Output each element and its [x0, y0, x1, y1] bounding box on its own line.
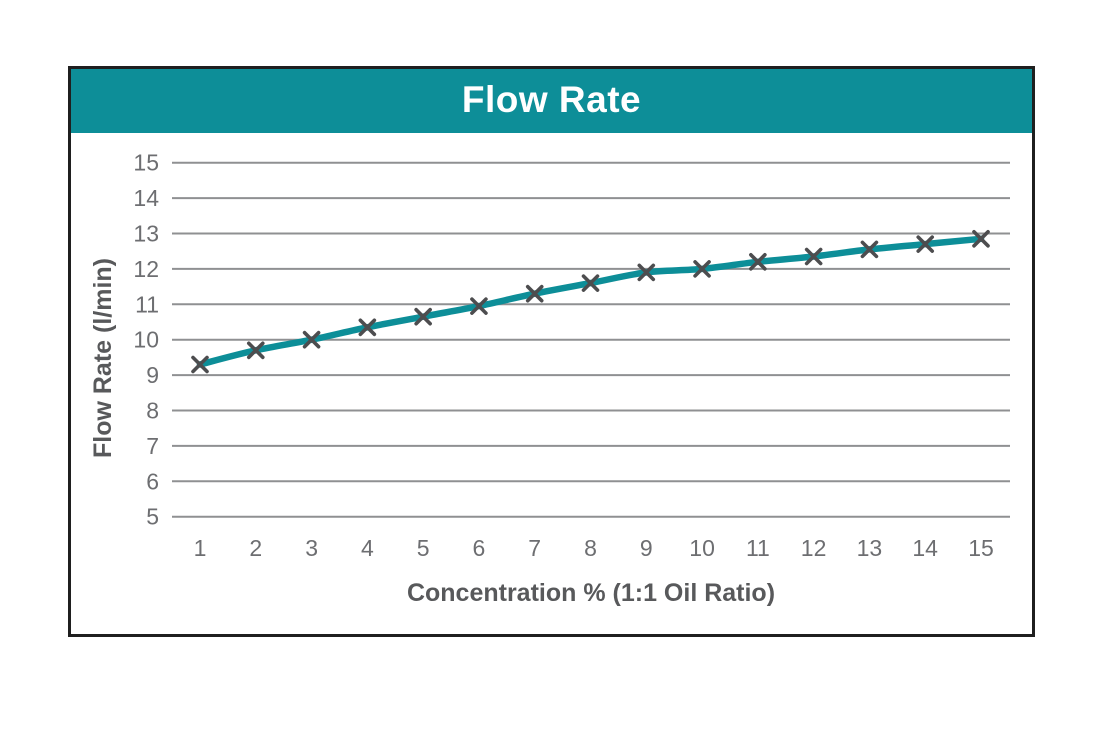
data-point-marker: [302, 330, 321, 349]
y-axis-title: Flow Rate (l/min): [89, 258, 117, 458]
data-point-marker: [916, 235, 935, 253]
chart-container: Flow Rate 15 14 13 12 11 10 9 8 7 6 5 1 2 3 4 5 6 7 8 9 10 11…: [68, 66, 1035, 637]
y-tick-label: 5: [146, 504, 159, 530]
data-point-marker: [414, 307, 432, 326]
y-tick-label: 11: [135, 291, 159, 317]
y-tick-label: 7: [146, 433, 159, 459]
x-tick-label: 3: [305, 535, 318, 561]
data-point-marker: [804, 247, 823, 266]
data-point-marker: [749, 253, 767, 271]
chart-title: Flow Rate: [461, 79, 642, 120]
x-tick-label: 13: [857, 535, 883, 561]
data-point-marker: [693, 260, 711, 278]
y-tick-label: 6: [146, 468, 159, 494]
x-tick-label: 6: [473, 535, 486, 561]
data-point-marker: [358, 318, 377, 337]
chart-title-bar: Flow Rate: [71, 69, 1032, 133]
y-tick-label: 14: [133, 185, 159, 211]
x-tick-label: 5: [417, 535, 430, 561]
x-tick-label: 11: [746, 535, 770, 561]
y-tick-label: 10: [133, 327, 159, 353]
data-point-marker: [246, 341, 265, 360]
x-tick-label: 7: [528, 535, 541, 561]
x-tick-label: 4: [361, 535, 374, 561]
x-tick-label: 12: [801, 535, 827, 561]
x-tick-label: 1: [194, 535, 207, 561]
x-tick-label: 8: [584, 535, 597, 561]
x-tick-label: 9: [640, 535, 653, 561]
y-tick-label: 8: [146, 398, 159, 424]
x-tick-label: 15: [968, 535, 994, 561]
x-axis-title: Concentration % (1:1 Oil Ratio): [406, 579, 776, 607]
x-tick-label: 2: [249, 535, 262, 561]
y-tick-label: 12: [133, 256, 159, 282]
data-point-marker: [470, 297, 488, 315]
data-point-marker: [191, 355, 209, 374]
data-point-marker: [972, 230, 990, 248]
y-tick-label: 15: [133, 150, 159, 176]
x-tick-label: 10: [689, 535, 715, 561]
plot-area: 15 14 13 12 11 10 9 8 7 6 5 1 2 3 4 5 6 7 8 9 10 11 12 13 14 15 C…: [71, 133, 1032, 634]
data-point-marker: [581, 274, 600, 292]
y-tick-label: 13: [133, 221, 159, 247]
data-point-marker: [525, 284, 544, 303]
x-tick-label: 14: [912, 535, 938, 561]
y-tick-label: 9: [146, 362, 159, 388]
data-point-marker: [637, 263, 656, 282]
data-point-marker: [860, 240, 879, 259]
